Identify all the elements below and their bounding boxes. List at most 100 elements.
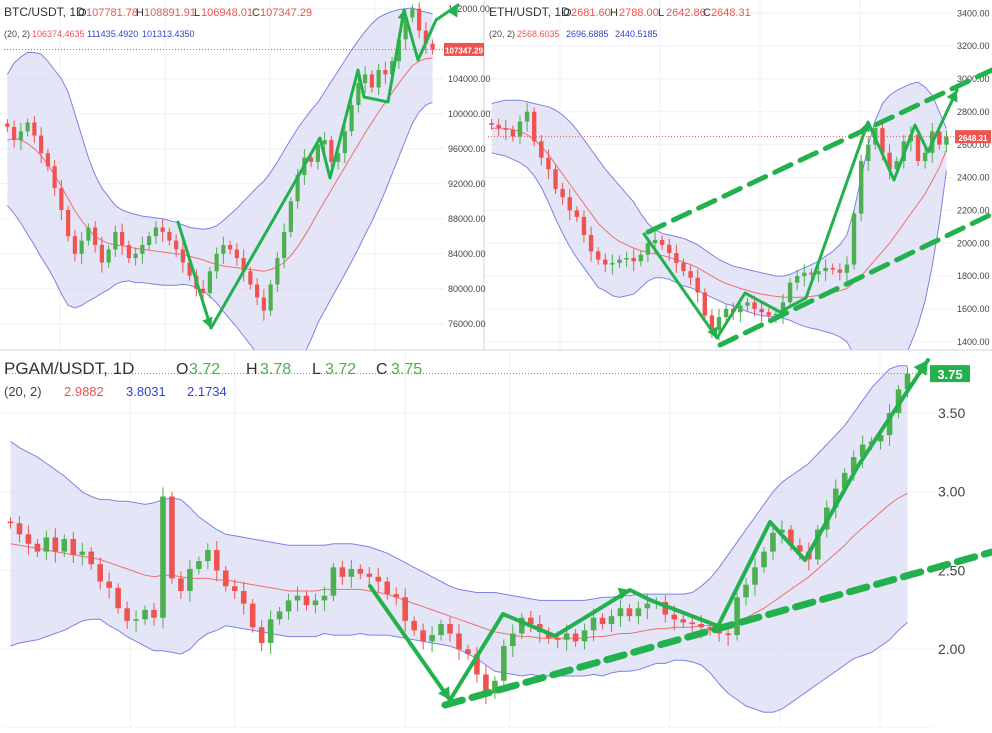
pgam-candle-body — [420, 630, 426, 642]
eth-candle-body — [617, 259, 622, 263]
eth-channel-lower-dashed — [717, 211, 992, 348]
pgam-candle-body — [88, 551, 94, 565]
btc-candle-body — [147, 236, 152, 245]
btc-candle-body — [133, 253, 138, 259]
pgam-candle-body — [187, 568, 193, 591]
eth-candle-body — [794, 276, 800, 283]
pgam-candle-body — [61, 539, 68, 552]
pgam-candle-body — [169, 496, 175, 579]
btc-ohlc-c-value: 107347.29 — [260, 7, 312, 19]
btc-candle-body — [363, 74, 368, 84]
btc-y-tick-label: 80000.00 — [448, 284, 486, 294]
pgam-candle-body — [214, 550, 220, 571]
pgam-candle-body — [527, 617, 534, 625]
btc-last-price-tag — [444, 42, 484, 56]
pgam-bb-upper-value: 3.8031 — [126, 384, 166, 399]
btc-y-tick-label: 100000.00 — [448, 109, 491, 119]
pgam-candle-body — [465, 649, 471, 654]
pgam-candle-body — [456, 633, 462, 650]
pgam-candle-body — [904, 373, 911, 390]
eth-zigzag-arrow — [642, 88, 959, 340]
btc-y-tick-label: 76000.00 — [448, 319, 486, 329]
pgam-candle-body — [563, 633, 570, 640]
btc-candle-body — [356, 83, 361, 105]
eth-candle-body — [780, 302, 786, 314]
btc-candle-body — [336, 153, 341, 162]
pgam-candle-body — [608, 616, 615, 625]
eth-candle-body — [546, 157, 551, 170]
eth-candle-body — [837, 269, 843, 273]
btc-arrowhead-peak — [397, 10, 408, 20]
eth-bollinger-lower-line — [491, 152, 947, 350]
eth-ohlc-h-value: 2788.00 — [619, 7, 659, 19]
btc-y-tick-label: 96000.00 — [448, 144, 486, 154]
eth-ohlc-o-value: 2681.60 — [571, 7, 611, 19]
eth-candle-body — [560, 188, 565, 198]
btc-bb-upper-value: 111435.4920 — [87, 29, 138, 39]
btc-candle-body — [295, 175, 300, 202]
btc-candle-body — [39, 135, 44, 154]
pgam-candle-body — [832, 488, 839, 508]
btc-bollinger-lower-line — [7, 101, 433, 350]
btc-bb-params: (20, 2) — [4, 29, 30, 39]
pgam-ohlc-o-value: 3.72 — [189, 361, 220, 378]
pgam-candle-body — [106, 581, 112, 588]
btc-bb-basis-value: 106374.4635 — [32, 29, 85, 39]
pgam-bollinger-basis-line — [10, 492, 908, 639]
pgam-candle-body — [115, 587, 121, 609]
eth-candle-body — [738, 305, 743, 313]
eth-arrowhead-top — [946, 90, 958, 103]
btc-candle-body — [32, 122, 37, 136]
eth-candle-body — [887, 152, 892, 170]
btc-bollinger-basis-line — [7, 57, 433, 272]
eth-candle-body — [667, 244, 672, 254]
eth-bb-upper-value: 2696.6885 — [566, 29, 609, 39]
pgam-symbol-label: PGAM/USDT, 1D — [4, 359, 134, 378]
pgam-candle-body — [752, 567, 758, 585]
eth-ohlc-l-value: 2642.86 — [666, 7, 706, 19]
pgam-bb-lower-value: 2.1734 — [187, 384, 227, 399]
pgam-candle-body — [16, 523, 23, 535]
pgam-candle-body — [249, 603, 256, 628]
btc-y-tick-label: 84000.00 — [448, 249, 486, 259]
eth-candle-body — [752, 302, 757, 309]
pgam-candle-body — [501, 646, 507, 681]
pgam-candle-body — [438, 624, 444, 636]
btc-candle-body — [207, 271, 212, 294]
btc-candle-body — [228, 245, 233, 250]
eth-candle-body — [610, 262, 615, 265]
pgam-candle-body — [474, 653, 480, 675]
btc-zigzag-arrow — [176, 3, 460, 330]
eth-candle-body — [723, 308, 729, 318]
pgam-candle-body — [375, 576, 382, 582]
pgam-candle-body — [877, 435, 884, 442]
pgam-candle-body — [25, 534, 32, 544]
eth-candle-body — [524, 111, 530, 122]
btc-ohlc-o-key: O — [78, 7, 87, 19]
btc-candle-body — [282, 231, 287, 259]
btc-ohlc-l-key: L — [194, 7, 200, 19]
eth-candle-body — [944, 136, 949, 145]
eth-bollinger-upper-line — [491, 81, 947, 277]
pgam-y-tick-label: 2.00 — [938, 641, 965, 657]
btc-legend: BTC/USDT, 1D O 107781.78 H 108891.91 L 1… — [4, 5, 312, 39]
eth-candle-body — [681, 262, 686, 272]
pgam-arrowhead-mid — [617, 587, 630, 600]
btc-candle-body — [52, 166, 57, 189]
pgam-candle-body — [429, 635, 435, 642]
pgam-arrowhead-top — [913, 360, 928, 376]
btc-candle-body — [221, 245, 226, 254]
pgam-bollinger-upper-line — [10, 365, 908, 601]
btc-candle-body — [268, 284, 273, 311]
eth-candle-body — [702, 292, 707, 316]
eth-candle-body — [624, 257, 629, 260]
eth-ohlc-h-key: H — [610, 7, 618, 19]
eth-candle-body — [652, 239, 658, 244]
eth-candle-body — [709, 315, 715, 331]
btc-candle-body — [45, 153, 50, 167]
eth-candle-body — [496, 124, 501, 129]
pgam-candle-body — [52, 537, 59, 552]
pgam-arrowhead-low — [437, 686, 450, 700]
btc-candle-body — [201, 288, 206, 294]
eth-candle-body — [510, 129, 516, 137]
